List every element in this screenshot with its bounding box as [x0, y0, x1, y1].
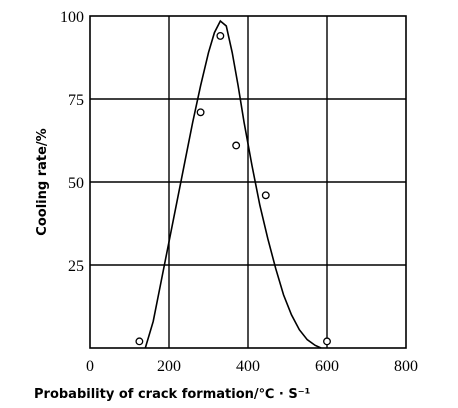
data-point: [232, 141, 241, 150]
y-tick-label: 50: [68, 175, 84, 192]
data-point: [196, 108, 205, 117]
data-point: [216, 31, 225, 40]
y-tick-label: 75: [68, 92, 84, 109]
y-tick-label: 25: [68, 258, 84, 275]
y-tick-label: 100: [60, 9, 84, 26]
data-point: [323, 337, 331, 346]
y-tick-labels: 25 50 75 100: [60, 9, 84, 275]
x-tick-label: 400: [236, 358, 260, 375]
data-point: [135, 337, 144, 346]
x-tick-label: 600: [315, 358, 339, 375]
y-axis-title: Cooling rate/%: [35, 128, 50, 235]
x-axis-title: Probability of crack formation/℃ · S⁻¹: [34, 387, 310, 402]
data-point: [261, 191, 270, 200]
data-points: [135, 31, 331, 346]
x-tick-label: 0: [86, 358, 94, 375]
series-curve: [144, 19, 322, 349]
grid: [90, 16, 406, 348]
x-tick-label: 800: [394, 358, 418, 375]
x-tick-label: 200: [157, 358, 181, 375]
plot-frame: [89, 15, 407, 349]
x-tick-labels: 0 200 400 600 800: [86, 358, 418, 375]
